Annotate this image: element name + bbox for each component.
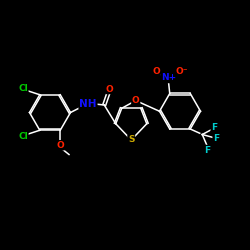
Text: O⁻: O⁻ xyxy=(176,68,188,76)
Text: O: O xyxy=(56,141,64,150)
Text: F: F xyxy=(211,123,217,132)
Text: N+: N+ xyxy=(161,74,176,82)
Text: O: O xyxy=(106,84,114,94)
Text: O: O xyxy=(152,68,160,76)
Text: Cl: Cl xyxy=(18,84,28,94)
Text: NH: NH xyxy=(79,99,97,109)
Text: Cl: Cl xyxy=(18,132,28,140)
Text: S: S xyxy=(128,136,134,144)
Text: O: O xyxy=(132,96,140,105)
Text: F: F xyxy=(204,146,210,154)
Text: F: F xyxy=(213,134,219,143)
